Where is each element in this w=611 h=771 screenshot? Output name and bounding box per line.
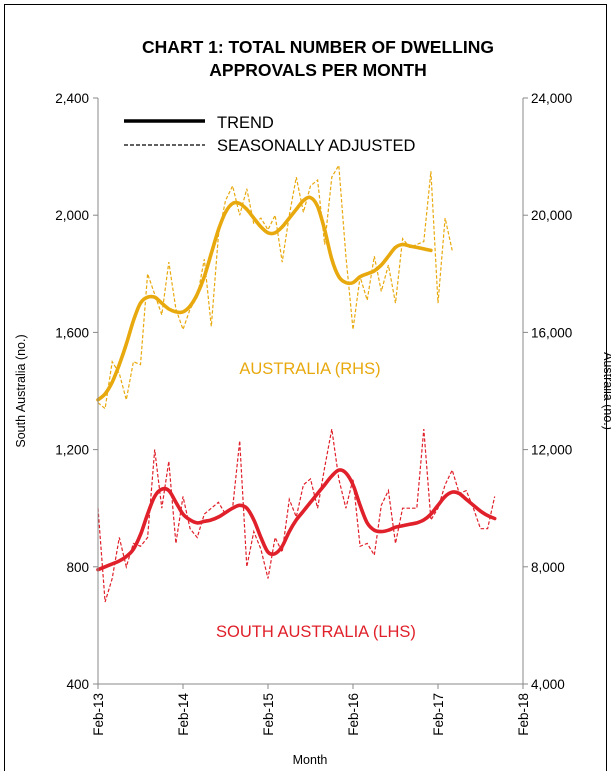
legend: TREND SEASONALLY ADJUSTED (124, 114, 415, 155)
chart-title-line1: CHART 1: TOTAL NUMBER OF DWELLING (142, 37, 494, 57)
left-y-axis-ticks: 400 800 1,200 1,600 2,000 2,400 (55, 91, 98, 692)
x-axis-ticks: Feb-13 Feb-14 Feb-15 Feb-16 Feb-17 Feb-18 (91, 684, 531, 736)
right-y-tick-label: 8,000 (531, 560, 565, 575)
left-y-tick-label: 400 (66, 677, 89, 692)
south-australia-annotation: SOUTH AUSTRALIA (LHS) (216, 623, 416, 641)
left-y-tick-label: 1,200 (55, 443, 89, 458)
australia-annotation: AUSTRALIA (RHS) (239, 360, 380, 378)
right-y-tick-label: 12,000 (531, 443, 572, 458)
x-tick-label: Feb-15 (261, 693, 276, 736)
x-axis-label: Month (293, 753, 328, 767)
left-y-tick-label: 800 (66, 560, 89, 575)
plot-area (96, 163, 497, 603)
x-tick-label: Feb-16 (346, 693, 361, 736)
series-sa-sa-line (97, 428, 496, 603)
right-y-tick-label: 20,000 (531, 208, 572, 223)
right-y-tick-label: 16,000 (531, 325, 572, 340)
left-y-axis-label: South Australia (no.) (14, 334, 28, 447)
x-tick-label: Feb-17 (431, 693, 446, 736)
left-y-tick-label: 2,000 (55, 208, 89, 223)
right-y-tick-label: 4,000 (531, 677, 565, 692)
right-y-axis-label: Australia (no.) (601, 352, 611, 430)
right-y-axis-ticks: 4,000 8,000 12,000 16,000 20,000 24,000 (523, 91, 572, 692)
legend-seasonally-adjusted-label: SEASONALLY ADJUSTED (217, 137, 415, 155)
series-aus-trend-line (96, 195, 433, 402)
legend-trend-label: TREND (217, 114, 274, 132)
chart-title-line2: APPROVALS PER MONTH (209, 60, 426, 80)
chart-frame (4, 4, 607, 771)
x-tick-label: Feb-18 (516, 693, 531, 736)
x-tick-label: Feb-13 (91, 693, 106, 736)
left-y-tick-label: 1,600 (55, 325, 89, 340)
left-y-tick-label: 2,400 (55, 91, 89, 106)
right-y-tick-label: 24,000 (531, 91, 572, 106)
series-sa-trend-line (96, 468, 497, 572)
x-tick-label: Feb-14 (176, 693, 191, 736)
